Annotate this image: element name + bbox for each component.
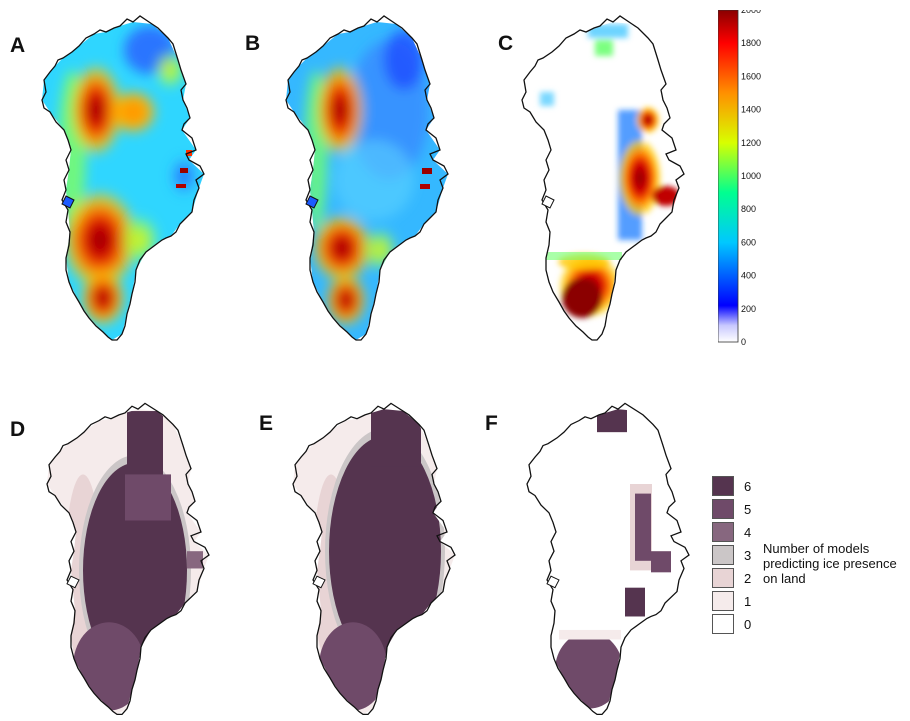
legend-swatch [712,476,734,496]
colorbar-tick-label: 2000 [741,10,761,15]
legend-item: 4 [712,522,772,544]
map-panel-e [292,402,456,716]
panel-label-f: F [485,412,498,435]
legend-swatch [712,591,734,611]
map-panel-b [285,15,449,341]
legend-item: 3 [712,545,772,567]
panel-label-d: D [10,418,26,441]
legend-value: 5 [744,502,752,517]
legend-item: 1 [712,591,772,613]
legend-value: 2 [744,571,752,586]
legend-value: 4 [744,525,752,540]
colorbar-tick-label: 1600 [741,71,761,81]
colorbar-tick-label: 1200 [741,138,761,148]
colorbar-tick-label: 200 [741,304,756,314]
map-panel-d [46,402,210,716]
legend-item: 5 [712,499,772,521]
legend-swatch [712,614,734,634]
legend-caption: Number of models predicting ice presence… [763,541,897,586]
map-panel-a [41,15,205,341]
colorbar-tick-label: 600 [741,237,756,247]
legend-value: 0 [744,617,752,632]
legend-item: 2 [712,568,772,590]
panel-label-c: C [498,32,514,55]
panel-label-a: A [10,34,26,57]
legend-swatch [712,499,734,519]
legend-swatch [712,568,734,588]
legend-item: 6 [712,476,772,498]
colorbar-tick-label: 1000 [741,171,761,181]
colorbar-tick-label: 400 [741,271,756,281]
colorbar-tick-label: 1400 [741,105,761,115]
panel-label-e: E [259,412,274,435]
legend-swatch [712,522,734,542]
legend-item: 0 [712,614,772,636]
map-panel-c [521,15,685,341]
legend-swatch [712,545,734,565]
legend-value: 6 [744,479,752,494]
colorbar-tick-label: 1800 [741,38,761,48]
map-panel-f [526,402,690,716]
legend-value: 1 [744,594,752,609]
colorbar-tick-label: 800 [741,204,756,214]
legend-value: 3 [744,548,752,563]
colorbar-tick-label: 0 [741,337,746,347]
panel-label-b: B [245,32,261,55]
